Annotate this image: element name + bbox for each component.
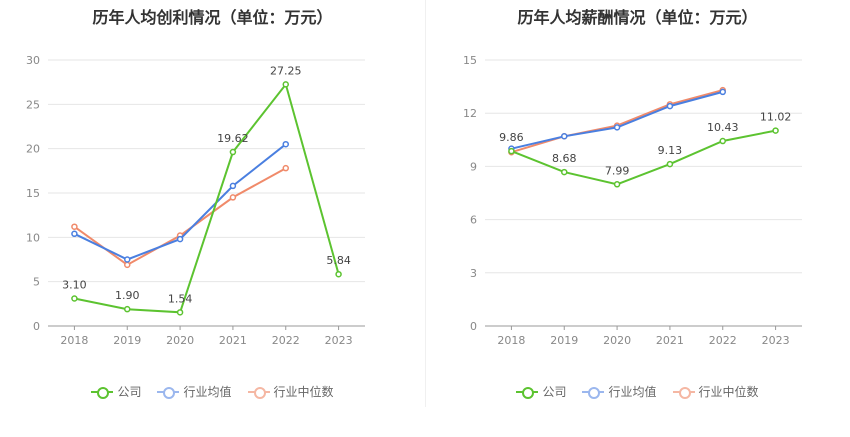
profit-series-point-2 (124, 261, 131, 269)
legend-swatch-industry-mean (157, 386, 180, 399)
salary-chart: 0 3 6 9 12 15 2018 2019 2020 2021 2022 2023 9.86 8.68… (463, 54, 802, 347)
profit-series-point-0 (71, 295, 78, 302)
profit-x-tick-label: 2020 (166, 334, 194, 347)
legend-swatch-industry-median (247, 386, 270, 399)
salary-y-tick-label: 6 (470, 214, 477, 227)
salary-chart-panel: 历年人均薪酬情况（单位：万元） 0 3 6 9 12 15 2018 2019 2020 2021… (425, 0, 850, 437)
profit-x-tick-label: 2019 (113, 334, 141, 347)
salary-x-tick-label: 2020 (603, 334, 631, 347)
salary-series-line-1 (511, 90, 724, 150)
salary-x-tick-label: 2019 (550, 334, 578, 347)
salary-series-point-0 (666, 160, 674, 168)
legend-label-industry-median: 行业中位数 (698, 385, 759, 399)
salary-x-tick-label: 2023 (762, 334, 790, 347)
legend-swatch-industry-median (672, 386, 695, 399)
profit-y-tick-label: 25 (26, 98, 40, 111)
profit-series-point-1 (124, 256, 131, 263)
salary-series-point-1 (719, 88, 726, 96)
salary-data-label: 8.68 (552, 152, 577, 165)
salary-data-label: 9.13 (658, 144, 683, 157)
legend-item-industry-mean[interactable]: 行业均值 (157, 383, 232, 400)
profit-chart: 0 5 10 15 20 25 30 2018 2019 2020 2021 2022 2023 3.10… (26, 54, 365, 347)
profit-data-label: 3.10 (62, 279, 87, 292)
legend-label-company: 公司 (117, 385, 142, 399)
salary-series-point-0 (561, 168, 568, 176)
salary-x-tick-label: 2022 (709, 334, 737, 347)
profit-data-label: 1.90 (115, 289, 140, 302)
profit-data-label: 19.62 (217, 132, 249, 145)
legend-swatch-company (91, 386, 114, 399)
salary-series-point-1 (561, 133, 568, 140)
salary-x-tick-label: 2018 (497, 334, 525, 347)
profit-series-point-0 (229, 148, 237, 156)
profit-x-tick-label: 2023 (325, 334, 353, 347)
profit-chart-panel: 历年人均创利情况（单位：万元） 0 5 10 15 20 25 30 2018 2019 2020… (0, 8, 425, 400)
legend-label-company: 公司 (542, 385, 567, 399)
legend-label-industry-mean: 行业均值 (183, 385, 232, 399)
profit-y-tick-label: 30 (26, 54, 40, 67)
legend-label-industry-mean: 行业均值 (608, 385, 657, 399)
profit-series-point-2 (71, 223, 78, 230)
profit-series-point-1 (176, 235, 184, 243)
profit-y-tick-label: 5 (33, 276, 40, 289)
profit-y-tick-label: 15 (26, 187, 40, 200)
salary-series-point-0 (508, 147, 515, 155)
salary-series-point-0 (719, 137, 726, 145)
profit-series-point-1 (282, 140, 289, 148)
profit-chart-legend: 公司 行业均值 行业中位数 (0, 383, 425, 400)
profit-chart-title: 历年人均创利情况（单位：万元） (92, 8, 333, 27)
profit-data-label: 27.25 (270, 64, 302, 77)
legend-swatch-company (516, 386, 539, 399)
salary-data-label: 11.02 (760, 111, 792, 124)
profit-y-tick-label: 0 (33, 320, 40, 333)
profit-x-tick-label: 2018 (60, 334, 88, 347)
profit-series-line-0 (74, 82, 340, 314)
profit-series-point-0 (124, 305, 131, 313)
legend-swatch-industry-mean (582, 386, 605, 399)
profit-data-label: 5.84 (326, 254, 351, 267)
profit-y-tick-label: 20 (26, 143, 40, 156)
salary-x-tick-label: 2021 (656, 334, 684, 347)
salary-chart-legend: 公司 行业均值 行业中位数 (425, 383, 850, 400)
profit-x-tick-label: 2021 (219, 334, 247, 347)
salary-y-tick-label: 15 (463, 54, 477, 67)
profit-x-tick-label: 2022 (272, 334, 300, 347)
profit-y-tick-label: 10 (26, 231, 40, 244)
panel-divider (425, 0, 426, 407)
salary-y-tick-label: 3 (470, 267, 477, 280)
legend-item-industry-median[interactable]: 行业中位数 (247, 383, 334, 400)
salary-series-point-0 (613, 181, 621, 188)
profit-series-point-2 (282, 164, 289, 172)
profit-data-label: 1.54 (168, 292, 193, 305)
salary-series-point-0 (772, 127, 779, 134)
salary-series-point-1 (666, 102, 674, 110)
profit-series-point-0 (335, 270, 342, 278)
legend-item-company[interactable]: 公司 (516, 383, 566, 400)
salary-data-label: 10.43 (707, 121, 739, 134)
legend-item-industry-mean[interactable]: 行业均值 (582, 383, 657, 400)
salary-y-tick-label: 12 (463, 107, 477, 120)
salary-data-label: 7.99 (605, 164, 630, 177)
salary-data-label: 9.86 (499, 131, 524, 144)
legend-item-industry-median[interactable]: 行业中位数 (672, 383, 759, 400)
legend-label-industry-median: 行业中位数 (273, 385, 334, 399)
profit-series-point-0 (282, 81, 289, 88)
salary-series-point-1 (613, 124, 621, 131)
profit-series-point-1 (229, 182, 237, 190)
salary-y-tick-label: 0 (470, 320, 477, 333)
profit-series-point-1 (71, 230, 78, 238)
salary-y-tick-label: 9 (470, 160, 477, 173)
salary-chart-title: 历年人均薪酬情况（单位：万元） (517, 8, 758, 27)
profit-series-point-0 (176, 309, 184, 316)
salary-series-line-0 (511, 129, 776, 186)
profit-series-point-2 (229, 194, 237, 201)
legend-item-company[interactable]: 公司 (91, 383, 141, 400)
